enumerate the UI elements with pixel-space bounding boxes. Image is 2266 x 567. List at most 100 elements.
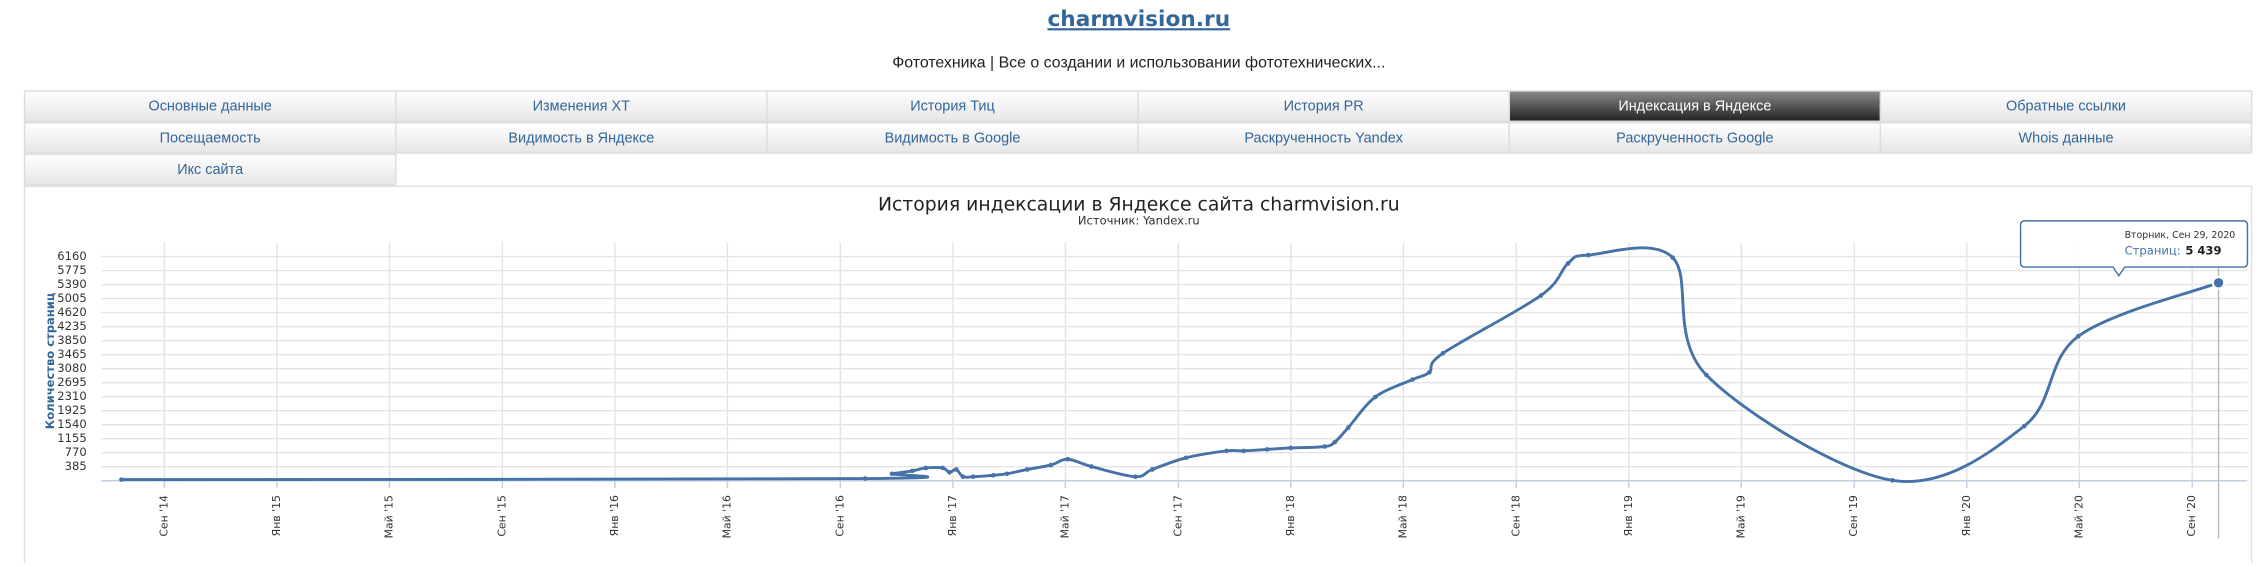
y-tick-label: 3465 <box>57 347 86 361</box>
x-tick-label: Янв '17 <box>946 495 959 536</box>
tab-label[interactable]: Основные данные <box>148 99 271 115</box>
data-point <box>1004 471 1010 477</box>
chart-subtitle: Источник: Yandex.ru <box>1078 213 1200 227</box>
tab[interactable] <box>23 90 397 122</box>
data-point <box>923 465 929 471</box>
data-point <box>1538 293 1544 298</box>
y-tick-label: 6160 <box>57 249 86 263</box>
data-point <box>2075 333 2081 339</box>
x-tick-label: Май '18 <box>1396 495 1409 538</box>
data-point <box>909 468 915 474</box>
tab[interactable] <box>1879 121 2253 154</box>
y-tick-label: 4620 <box>57 305 86 319</box>
hover-point[interactable] <box>2211 275 2226 290</box>
data-point <box>119 477 124 482</box>
tab-label[interactable]: Видимость в Google <box>885 130 1021 146</box>
tab[interactable] <box>1137 121 1510 154</box>
tab-label[interactable]: Whois данные <box>2019 130 2114 146</box>
x-tick-label: Янв '15 <box>270 495 283 536</box>
data-point <box>960 474 966 480</box>
x-tick-label: Янв '16 <box>608 495 621 536</box>
site-description: Фототехника | Все о создании и использов… <box>892 55 1385 72</box>
data-point <box>1890 478 1895 483</box>
x-tick-label: Сен '17 <box>1171 495 1184 536</box>
x-tick-label: Май '19 <box>1734 495 1747 538</box>
data-point <box>1373 394 1378 400</box>
tab-label[interactable]: Икс сайта <box>177 162 244 178</box>
tab[interactable] <box>395 121 768 154</box>
y-tick-label: 1925 <box>57 403 86 417</box>
y-tick-label: 1155 <box>57 431 86 445</box>
x-tick-label: Май '17 <box>1058 495 1071 538</box>
tab-label[interactable]: Изменения ХТ <box>533 99 631 115</box>
y-tick-label: 5775 <box>57 263 86 277</box>
data-point <box>1440 351 1446 356</box>
chart-box <box>23 185 2253 566</box>
data-point <box>1565 261 1571 266</box>
chart-title: История индексации в Яндексе сайта charm… <box>878 194 1400 215</box>
tab-label[interactable]: История PR <box>1284 99 1364 115</box>
data-point <box>1065 456 1071 462</box>
y-axis-label: Количество страниц <box>43 292 57 429</box>
data-point <box>1264 447 1270 452</box>
tab[interactable] <box>766 90 1139 122</box>
x-tick-label: Янв '20 <box>1960 495 1973 536</box>
x-tick-label: Сен '18 <box>1509 495 1522 537</box>
site-link[interactable]: charmvision.ru <box>1047 7 1230 32</box>
x-tick-label: Сен '14 <box>157 495 170 537</box>
x-tick-label: Сен '16 <box>833 495 846 537</box>
y-tick-label: 2310 <box>57 389 86 403</box>
data-point <box>889 471 895 477</box>
tab-label[interactable]: Раскрученность Yandex <box>1244 130 1403 146</box>
y-tick-label: 770 <box>65 445 87 459</box>
data-point <box>1332 439 1338 445</box>
tab[interactable] <box>1508 90 1882 122</box>
data-point <box>1585 252 1591 258</box>
x-tick-label: Май '16 <box>720 495 733 538</box>
tooltip-text: Страниц: <box>2125 244 2181 258</box>
tab-label[interactable]: Видимость в Яндексе <box>508 130 654 146</box>
y-tick-label: 5005 <box>57 291 86 305</box>
x-tick-label: Янв '18 <box>1284 495 1297 536</box>
x-tick-label: Сен '15 <box>495 495 508 536</box>
data-point <box>970 474 976 480</box>
data-point <box>1133 474 1138 480</box>
tab[interactable] <box>23 121 397 154</box>
tab[interactable] <box>23 153 397 186</box>
tab-label[interactable]: История Тиц <box>910 99 995 115</box>
tab[interactable] <box>766 121 1139 154</box>
tooltip-title: Вторник, Сен 29, 2020 <box>2125 230 2236 241</box>
data-point <box>1704 372 1709 378</box>
tab-label[interactable]: Индексация в Яндексе <box>1618 99 1771 115</box>
data-point <box>1048 462 1054 468</box>
data-point <box>2021 423 2027 429</box>
tab[interactable] <box>395 90 768 122</box>
tab[interactable] <box>1879 90 2253 122</box>
data-point <box>1670 255 1676 260</box>
x-tick-label: Сен '20 <box>2185 495 2198 537</box>
data-point <box>1288 445 1294 451</box>
y-tick-label: 385 <box>65 459 87 473</box>
data-point <box>947 470 952 475</box>
x-tick-label: Май '15 <box>382 495 395 538</box>
root: charmvision.ru Фототехника | Все о созда… <box>23 7 2253 566</box>
data-point <box>1241 448 1246 454</box>
tab-label[interactable]: Обратные ссылки <box>2006 99 2126 115</box>
data-point <box>991 472 996 478</box>
data-point <box>1427 369 1432 375</box>
data-point <box>940 465 946 471</box>
y-tick-label: 3850 <box>57 333 86 347</box>
data-point <box>953 467 959 472</box>
data-point <box>1183 455 1189 461</box>
data-point <box>1345 425 1351 430</box>
x-tick-label: Янв '19 <box>1622 495 1635 536</box>
tooltip <box>2019 220 2249 278</box>
y-tick-label: 3080 <box>57 361 86 375</box>
y-tick-label: 4235 <box>57 319 86 333</box>
tab-label[interactable]: Раскрученность Google <box>1616 130 1773 146</box>
tab-label[interactable]: Посещаемость <box>160 130 261 146</box>
y-tick-label: 2695 <box>57 375 86 389</box>
data-point <box>862 476 868 481</box>
